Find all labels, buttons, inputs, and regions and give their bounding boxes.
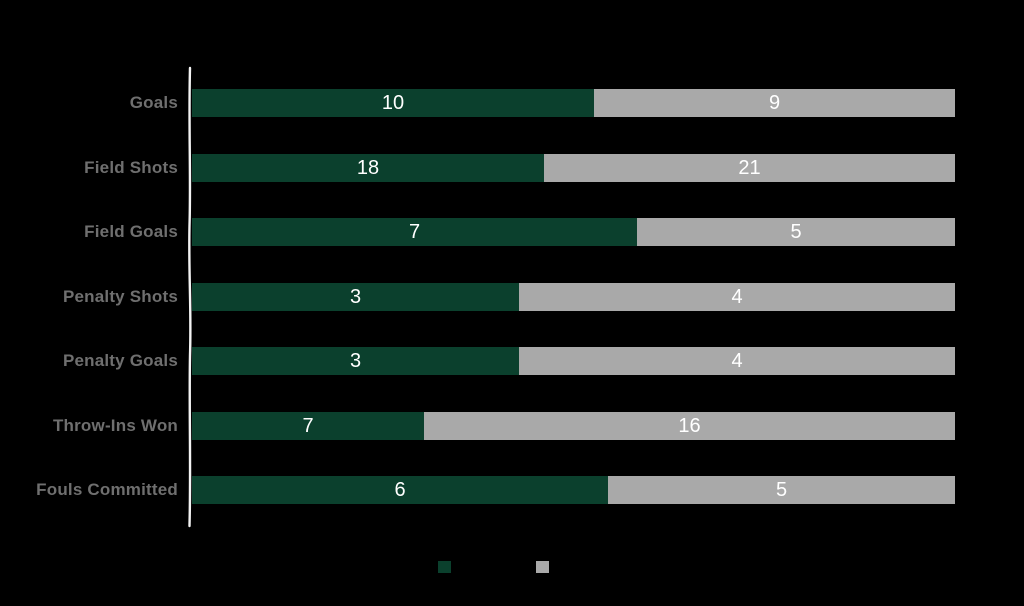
value-label: 21: [738, 156, 761, 179]
y-axis-line: [188, 66, 192, 528]
value-label: 9: [768, 91, 781, 114]
value-label: 3: [349, 285, 362, 308]
legend-swatch-green: [438, 561, 451, 573]
bar-segment-gray: 16: [424, 412, 955, 440]
value-label: 7: [408, 220, 421, 243]
legend-swatch-gray: [536, 561, 549, 573]
bar-segment-green: 18: [192, 154, 544, 182]
category-label: Penalty Goals: [62, 351, 178, 370]
bar-segment-gray: 4: [519, 283, 955, 311]
category-label: Penalty Shots: [62, 287, 178, 306]
bar-segment-green: 6: [192, 476, 608, 504]
bar-segment-gray: 9: [594, 89, 955, 117]
value-label: 7: [302, 414, 314, 437]
bar-segment-gray: 5: [608, 476, 955, 504]
category-label: Field Shots: [84, 158, 178, 177]
bar-segment-green: 7: [192, 412, 424, 440]
category-label: Fouls Committed: [36, 480, 178, 499]
bar-row: 18 21: [192, 154, 955, 182]
value-label: 5: [775, 478, 788, 501]
value-label: 6: [394, 478, 406, 501]
bar-segment-gray: 5: [637, 218, 955, 246]
bar-segment-gray: 21: [544, 154, 955, 182]
bar-segment-gray: 4: [519, 347, 955, 375]
category-label: Goals: [129, 93, 178, 112]
bar-segment-green: 3: [192, 347, 519, 375]
category-label: Throw-Ins Won: [52, 416, 178, 435]
value-label: 10: [381, 91, 405, 114]
bar-segment-green: 10: [192, 89, 594, 117]
category-label: Field Goals: [84, 222, 178, 241]
bar-segment-green: 7: [192, 218, 637, 246]
bar-segment-green: 3: [192, 283, 519, 311]
bar-row: 10 9: [192, 89, 955, 117]
value-label: 18: [356, 156, 380, 179]
value-label: 16: [678, 414, 701, 437]
value-label: 3: [349, 349, 362, 372]
value-label: 5: [790, 220, 802, 243]
legend: [0, 561, 1024, 574]
value-label: 4: [731, 349, 743, 372]
bar-row: 7 16: [192, 412, 955, 440]
value-label: 4: [731, 285, 743, 308]
